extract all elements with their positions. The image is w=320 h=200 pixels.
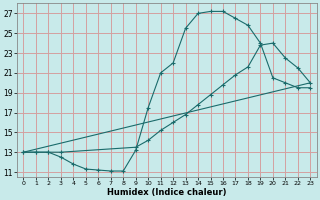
X-axis label: Humidex (Indice chaleur): Humidex (Indice chaleur) <box>107 188 227 197</box>
